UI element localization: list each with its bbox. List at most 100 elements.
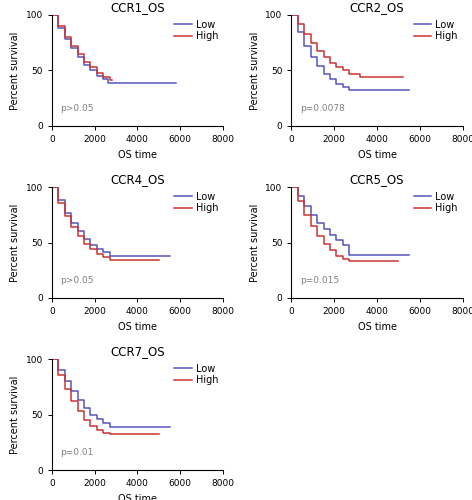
High <box>107 430 112 436</box>
Low <box>62 36 67 43</box>
High <box>88 422 93 428</box>
Low <box>56 198 61 203</box>
High <box>308 40 313 46</box>
X-axis label: OS time: OS time <box>357 322 396 332</box>
High <box>302 31 307 37</box>
High <box>81 408 87 414</box>
Low <box>107 253 112 259</box>
Low <box>94 68 100 73</box>
High <box>68 398 74 404</box>
Line: Low: Low <box>52 15 176 82</box>
Low <box>406 252 412 258</box>
Low <box>173 80 179 86</box>
Low <box>346 88 352 94</box>
Text: p=0.0078: p=0.0078 <box>300 104 345 112</box>
Legend: Low, High: Low, High <box>172 18 220 44</box>
Low <box>88 242 93 248</box>
Low <box>334 238 339 244</box>
High <box>101 430 106 436</box>
Low <box>340 81 346 87</box>
High <box>49 12 55 18</box>
Y-axis label: Percent survival: Percent survival <box>10 32 20 110</box>
Legend: Low, High: Low, High <box>172 190 220 216</box>
Low <box>107 420 112 426</box>
Low <box>302 28 307 34</box>
Y-axis label: Percent survival: Percent survival <box>250 32 260 110</box>
High <box>107 254 112 260</box>
High <box>94 246 100 252</box>
Low <box>88 62 93 68</box>
Low <box>56 184 61 190</box>
Low <box>101 76 106 82</box>
High <box>56 12 61 18</box>
High <box>101 70 106 75</box>
High <box>327 248 333 254</box>
High <box>107 74 112 80</box>
Low <box>167 253 172 259</box>
Low <box>346 242 352 248</box>
Low <box>68 378 74 384</box>
Low <box>346 84 352 90</box>
High <box>334 253 339 259</box>
High <box>308 223 313 229</box>
High <box>340 253 346 259</box>
Title: CCR7_OS: CCR7_OS <box>110 345 165 358</box>
Line: High: High <box>52 15 112 80</box>
High <box>75 398 80 404</box>
High <box>346 68 352 73</box>
Low <box>94 412 100 418</box>
Line: Low: Low <box>291 187 409 254</box>
High <box>156 258 162 264</box>
High <box>107 432 112 438</box>
High <box>88 246 93 252</box>
Low <box>406 88 412 94</box>
Low <box>288 12 295 18</box>
Low <box>62 367 67 373</box>
High <box>49 184 55 190</box>
Low <box>406 252 412 258</box>
High <box>156 432 162 438</box>
Low <box>308 203 313 209</box>
High <box>68 224 74 230</box>
High <box>107 258 112 264</box>
Low <box>302 203 307 209</box>
High <box>340 256 346 262</box>
High <box>88 64 93 70</box>
High <box>334 60 339 66</box>
Low <box>334 76 339 82</box>
Low <box>94 416 100 422</box>
Low <box>406 88 412 94</box>
Low <box>81 62 87 68</box>
High <box>314 233 320 239</box>
High <box>346 258 352 264</box>
Low <box>308 54 313 60</box>
High <box>81 240 87 246</box>
Low <box>68 46 74 52</box>
Low <box>68 388 74 394</box>
High <box>302 198 307 204</box>
Low <box>320 71 326 77</box>
High <box>62 23 67 29</box>
High <box>81 233 87 239</box>
Low <box>62 210 67 216</box>
Low <box>107 250 112 256</box>
High <box>346 71 352 77</box>
High <box>88 240 93 246</box>
High <box>107 78 112 84</box>
Low <box>308 212 313 218</box>
High <box>56 23 61 29</box>
Low <box>105 80 110 86</box>
High <box>396 258 401 264</box>
High <box>56 356 61 362</box>
High <box>320 48 326 54</box>
Low <box>101 250 106 256</box>
Low <box>56 356 61 362</box>
Low <box>88 68 93 73</box>
Low <box>167 424 172 430</box>
Low <box>49 184 55 190</box>
High <box>314 40 320 46</box>
Low <box>68 36 74 43</box>
High <box>295 12 301 18</box>
Low <box>167 253 172 259</box>
Low <box>56 26 61 32</box>
